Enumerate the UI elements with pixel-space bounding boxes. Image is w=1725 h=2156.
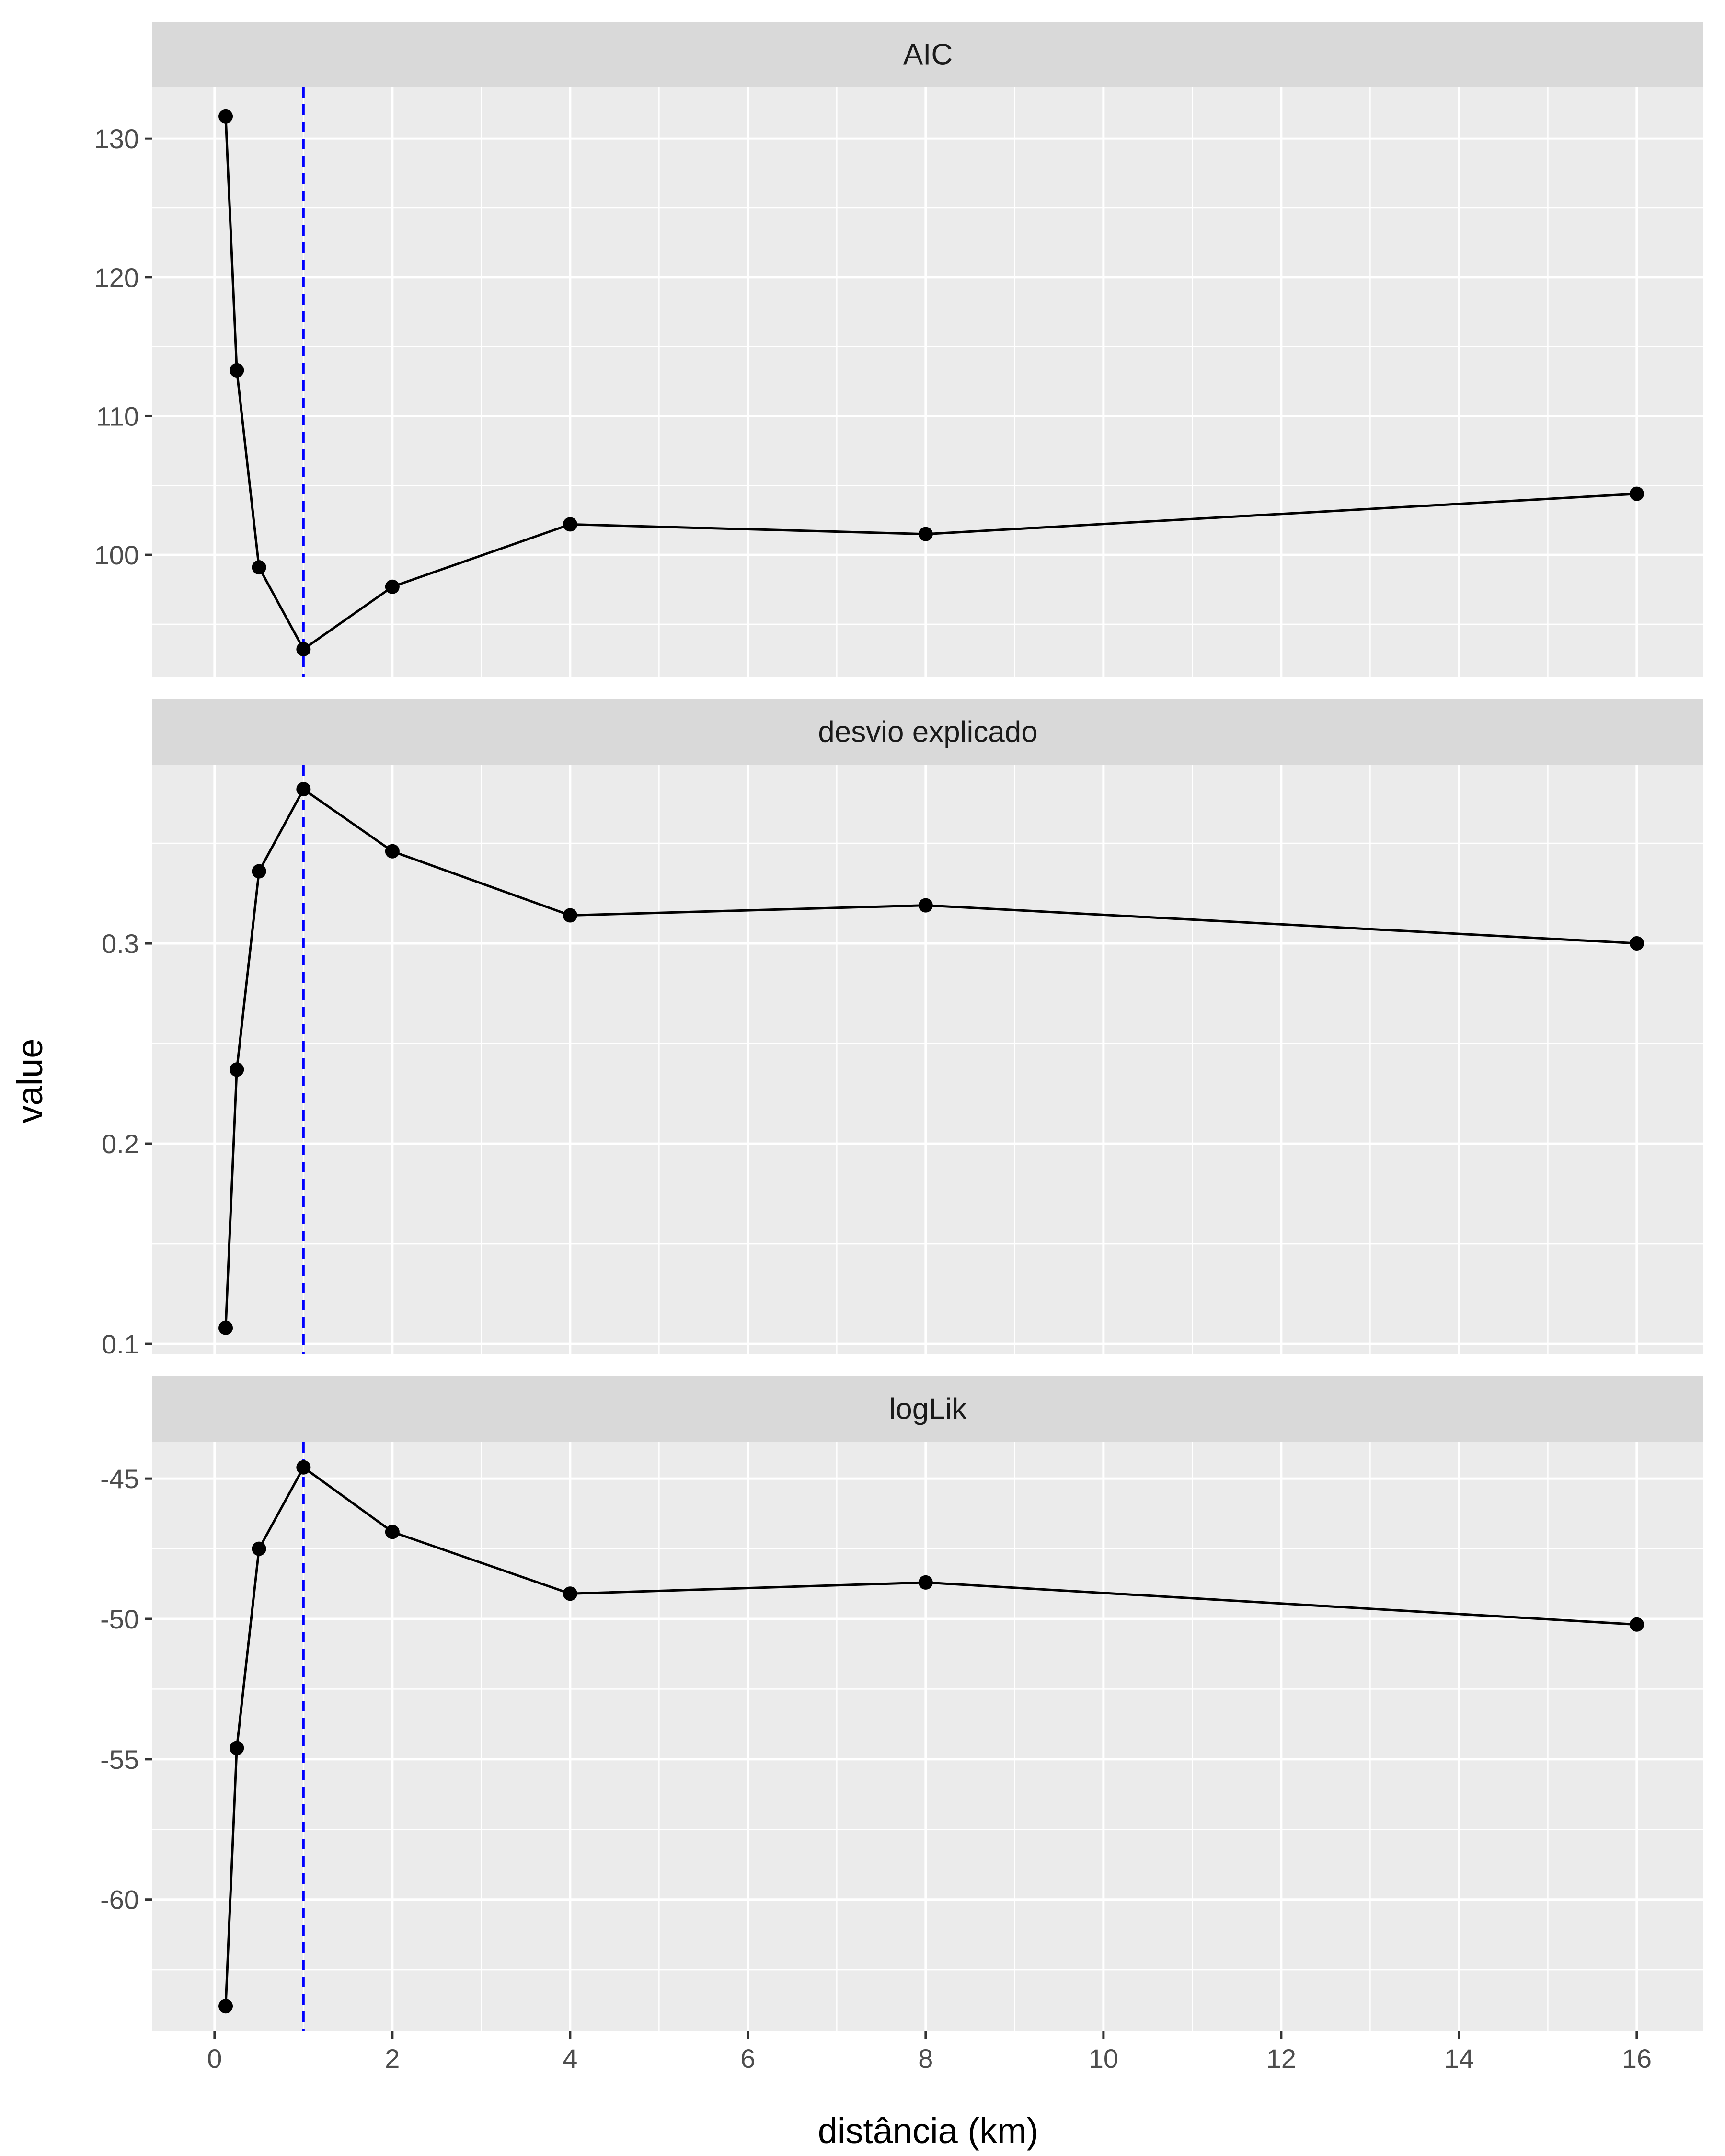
series-line xyxy=(224,787,1637,1328)
data-point xyxy=(563,1586,577,1601)
facet-0: AIC 100 110 120 130 xyxy=(94,22,1703,677)
x-tick-label: 0 xyxy=(207,2043,222,2074)
data-point xyxy=(918,1575,933,1590)
y-tick-label: 0.2 xyxy=(102,1129,139,1159)
data-point xyxy=(230,363,244,378)
x-tick-label: 12 xyxy=(1266,2043,1296,2074)
data-point xyxy=(385,1525,400,1539)
data-point xyxy=(230,1062,244,1077)
x-tick-label: 16 xyxy=(1622,2043,1652,2074)
x-tick-label: 10 xyxy=(1089,2043,1118,2074)
panel-background xyxy=(152,765,1703,1354)
data-point xyxy=(1629,1617,1644,1632)
y-axis-title: value xyxy=(10,1039,50,1124)
data-point xyxy=(296,1460,311,1475)
data-point xyxy=(918,898,933,913)
facet-title: desvio explicado xyxy=(818,716,1037,749)
panel-background xyxy=(152,87,1703,677)
y-tick-label: 0.3 xyxy=(102,929,139,959)
data-point xyxy=(385,844,400,859)
facet-panels: AIC 100 110 120 130 desvio explicado 0.1 0.2 0.3… xyxy=(94,22,1703,2031)
y-tick-label: -45 xyxy=(100,1464,139,1494)
facet-strip xyxy=(152,22,1703,87)
y-tick-label: 110 xyxy=(96,401,139,431)
y-tick-label: 120 xyxy=(94,263,139,293)
data-point xyxy=(218,109,233,124)
facet-title: logLik xyxy=(889,1393,967,1426)
y-tick-label: 130 xyxy=(94,124,139,154)
y-tick-label: 0.1 xyxy=(102,1329,139,1359)
y-tick-label: -55 xyxy=(100,1744,139,1775)
series-line xyxy=(224,1466,1637,2007)
data-point xyxy=(385,579,400,594)
x-tick-label: 6 xyxy=(740,2043,755,2074)
data-point xyxy=(918,527,933,541)
x-tick-label: 2 xyxy=(385,2043,400,2074)
data-point xyxy=(563,517,577,532)
data-point xyxy=(296,642,311,657)
y-tick-label: -60 xyxy=(100,1885,139,1915)
facet-title: AIC xyxy=(903,38,953,71)
data-point xyxy=(252,864,266,879)
x-axis: 0 2 4 6 8 10 12 14 16 xyxy=(207,2031,1652,2074)
data-point xyxy=(230,1741,244,1755)
x-tick-label: 4 xyxy=(563,2043,577,2074)
data-point xyxy=(252,1541,266,1556)
data-point xyxy=(296,782,311,797)
series-line xyxy=(224,116,1637,651)
data-point xyxy=(1629,486,1644,501)
y-tick-label: 100 xyxy=(94,540,139,570)
x-tick-label: 14 xyxy=(1444,2043,1474,2074)
data-point xyxy=(1629,936,1644,951)
data-point xyxy=(218,1320,233,1335)
x-tick-label: 8 xyxy=(918,2043,933,2074)
facet-strip xyxy=(152,699,1703,765)
panel-background xyxy=(152,1442,1703,2031)
facet-2: logLik -60 -55 -50 -45 xyxy=(100,1376,1703,2031)
data-point xyxy=(252,560,266,575)
facet-1: desvio explicado 0.1 0.2 0.3 xyxy=(102,699,1703,1359)
facet-strip xyxy=(152,1376,1703,1442)
x-axis-title: distância (km) xyxy=(818,2111,1039,2151)
y-tick-label: -50 xyxy=(100,1604,139,1634)
data-point xyxy=(563,908,577,923)
data-point xyxy=(218,1999,233,2014)
